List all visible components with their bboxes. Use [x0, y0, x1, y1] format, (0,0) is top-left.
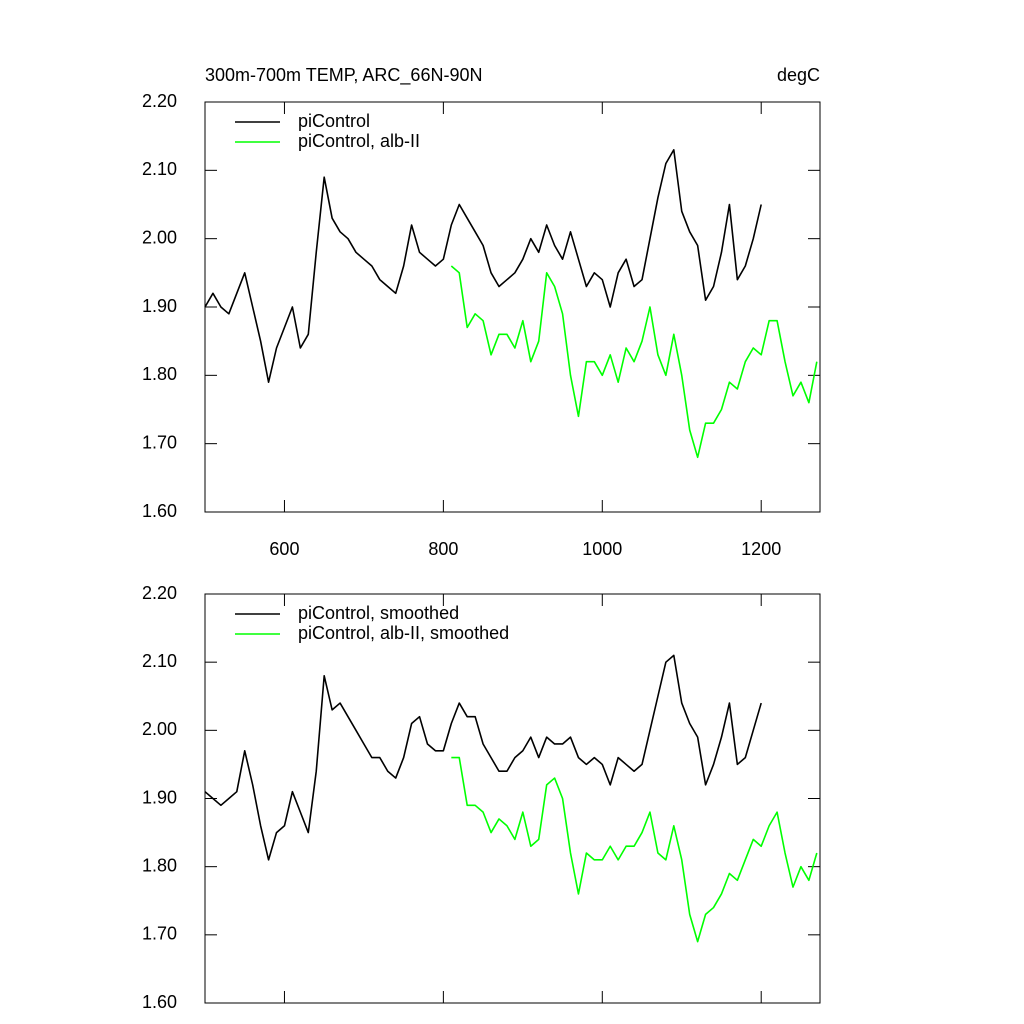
- x-tick-label: 600: [269, 539, 299, 559]
- series-line: [204, 149, 762, 383]
- legend-label: piControl, alb-II: [298, 131, 420, 151]
- plot-frame: [204, 593, 821, 1004]
- series-line: [450, 265, 818, 459]
- units-label: degC: [777, 65, 820, 85]
- x-tick-label: 1000: [582, 539, 622, 559]
- x-tick-label: 800: [428, 539, 458, 559]
- series-line: [204, 654, 762, 861]
- legend-label: piControl: [298, 111, 370, 131]
- y-tick-label: 1.90: [142, 787, 177, 807]
- y-tick-label: 1.60: [142, 992, 177, 1012]
- y-tick-label: 1.80: [142, 364, 177, 384]
- y-tick-label: 2.10: [142, 651, 177, 671]
- y-tick-label: 2.00: [142, 719, 177, 739]
- y-tick-label: 2.20: [142, 91, 177, 111]
- x-tick-label: 1200: [741, 539, 781, 559]
- legend-label: piControl, alb-II, smoothed: [298, 623, 509, 643]
- chart-title: 300m-700m TEMP, ARC_66N-90N: [205, 65, 482, 86]
- y-tick-label: 1.70: [142, 924, 177, 944]
- y-tick-label: 2.10: [142, 159, 177, 179]
- y-tick-label: 1.60: [142, 501, 177, 521]
- y-tick-label: 2.00: [142, 227, 177, 247]
- series-line: [451, 756, 818, 943]
- y-tick-label: 1.80: [142, 855, 177, 875]
- legend-label: piControl, smoothed: [298, 603, 459, 623]
- plot-frame: [204, 101, 821, 513]
- y-tick-label: 1.90: [142, 296, 177, 316]
- y-tick-label: 2.20: [142, 583, 177, 603]
- y-tick-label: 1.70: [142, 432, 177, 452]
